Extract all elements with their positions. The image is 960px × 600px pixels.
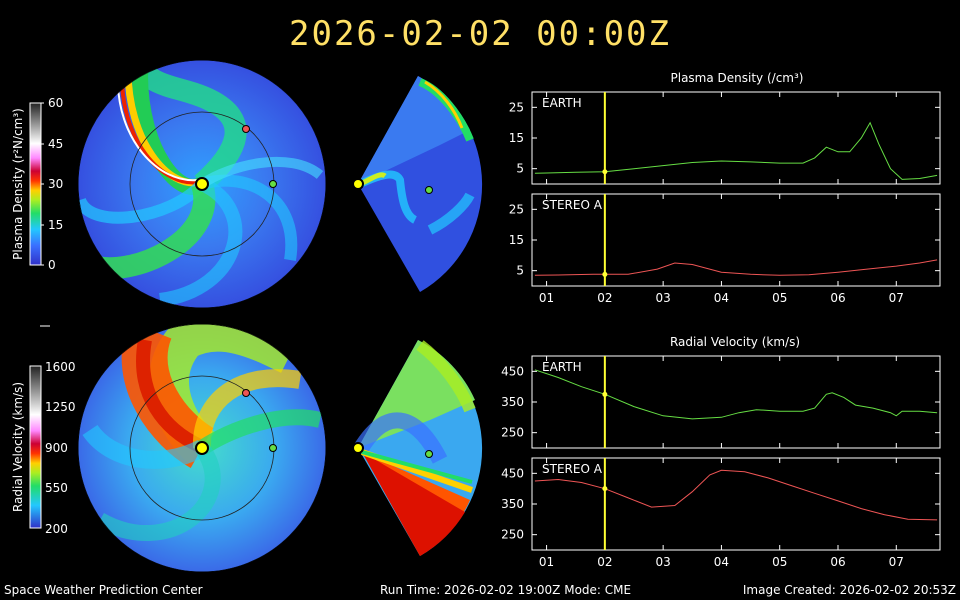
- cursor-marker: [602, 391, 608, 397]
- y-tick-label: 450: [501, 364, 524, 378]
- x-tick-label: 01: [539, 555, 554, 569]
- y-tick-label: 15: [509, 131, 524, 145]
- panel-label: EARTH: [542, 96, 582, 110]
- y-tick-label: 25: [509, 202, 524, 216]
- panel-label: STEREO A: [542, 462, 603, 476]
- velocity-meridional-wedge: [353, 340, 483, 556]
- density-colorbar-tick: 0: [48, 258, 56, 272]
- x-tick-label: 03: [656, 555, 671, 569]
- x-tick-label: 07: [889, 555, 904, 569]
- footer-image-created: Image Created: 2026-02-02 20:53Z: [742, 583, 956, 597]
- timeseries-charts: 5 15 25 EARTH 5 15 25 01 02 03 04 05 06 07 STEREO A 250…: [501, 91, 941, 569]
- cursor-marker: [602, 271, 608, 277]
- x-tick-label: 05: [772, 291, 787, 305]
- y-tick-label: 5: [516, 162, 524, 176]
- velocity-colorbar-tick: 900: [45, 441, 68, 455]
- simulation-timestamp: 2026-02-02 00:00Z: [289, 14, 671, 54]
- cursor-marker: [602, 169, 608, 175]
- earth-marker: [425, 450, 433, 458]
- y-tick-label: 350: [501, 497, 524, 511]
- velocity-colorbar-tick: 1600: [45, 360, 76, 374]
- y-tick-label: 250: [501, 528, 524, 542]
- plot-frame: [531, 193, 941, 287]
- cursor-marker: [602, 486, 608, 492]
- y-tick-label: 350: [501, 395, 524, 409]
- density-chart-title: Plasma Density (/cm³): [671, 71, 804, 85]
- footer-run-info: Run Time: 2026-02-02 19:00Z Mode: CME: [380, 583, 632, 597]
- sun-marker: [195, 441, 209, 455]
- velocity-colorbar-tick: 1250: [45, 400, 76, 414]
- earth-marker: [425, 186, 433, 194]
- series-line: [534, 259, 938, 276]
- y-tick-label: 5: [516, 264, 524, 278]
- stereo-a-marker: [242, 389, 250, 397]
- density-meridional-wedge: [358, 76, 483, 292]
- x-tick-label: 03: [656, 291, 671, 305]
- series-line: [534, 121, 938, 180]
- density-colorbar-tick: 45: [48, 137, 63, 151]
- velocity-colorbar: Radial Velocity (km/s) 1600 1250 900 550…: [11, 360, 76, 536]
- density-colorbar-label: Plasma Density (r²N/cm³): [11, 108, 25, 260]
- plot-frame: [531, 457, 941, 551]
- y-tick-label: 25: [509, 100, 524, 114]
- panel-label: STEREO A: [542, 198, 603, 212]
- plot-frame: [531, 91, 941, 185]
- velocity-colorbar-label: Radial Velocity (km/s): [11, 382, 25, 512]
- plot-frame: [531, 355, 941, 449]
- velocity-chart-title: Radial Velocity (km/s): [670, 335, 800, 349]
- x-tick-label: 02: [597, 291, 612, 305]
- velocity-colorbar-tick: 200: [45, 522, 68, 536]
- x-tick-label: 04: [714, 555, 729, 569]
- density-colorbar-tick: 15: [48, 218, 63, 232]
- x-tick-label: 06: [830, 291, 845, 305]
- x-tick-label: 05: [772, 555, 787, 569]
- x-tick-label: 02: [597, 555, 612, 569]
- y-tick-label: 250: [501, 426, 524, 440]
- stereo-a-marker: [242, 125, 250, 133]
- density-colorbar: Plasma Density (r²N/cm³) 60 45 30 15 0: [11, 96, 63, 272]
- x-tick-label: 04: [714, 291, 729, 305]
- density-colorbar-tick: 30: [48, 177, 63, 191]
- density-ecliptic-map: [78, 60, 326, 308]
- earth-marker: [269, 180, 277, 188]
- sun-marker: [352, 442, 364, 454]
- panel-label: EARTH: [542, 360, 582, 374]
- velocity-colorbar-tick: 550: [45, 481, 68, 495]
- x-tick-label: 07: [889, 291, 904, 305]
- sun-marker: [195, 177, 209, 191]
- x-tick-label: 01: [539, 291, 554, 305]
- series-line: [534, 369, 938, 420]
- earth-marker: [269, 444, 277, 452]
- sun-marker: [352, 178, 364, 190]
- x-tick-label: 06: [830, 555, 845, 569]
- footer-organization: Space Weather Prediction Center: [4, 583, 203, 597]
- y-tick-label: 15: [509, 233, 524, 247]
- density-colorbar-tick: 60: [48, 96, 63, 110]
- y-tick-label: 450: [501, 466, 524, 480]
